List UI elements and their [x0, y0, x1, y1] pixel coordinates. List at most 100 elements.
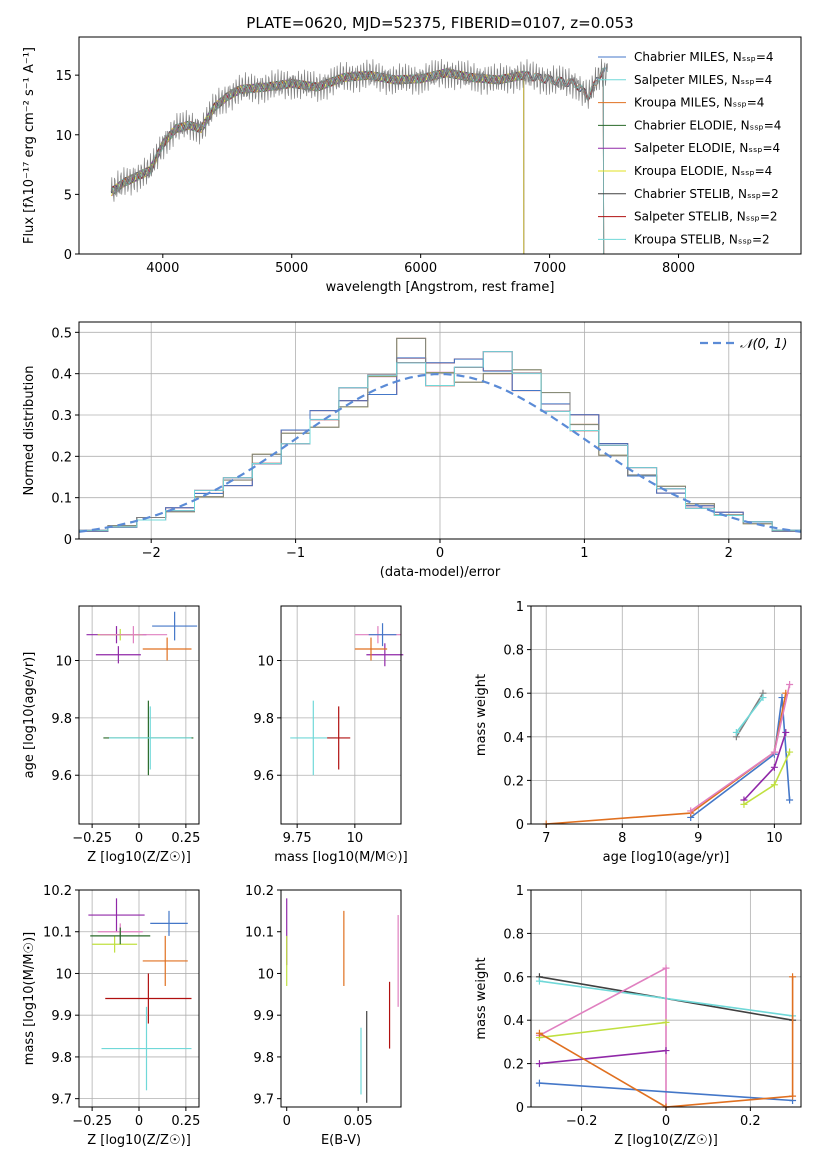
legend-label: Chabrier STELIB, Nₛₛₚ=2 [634, 187, 779, 201]
x-axis-label: wavelength [Angstrom, rest frame] [326, 280, 555, 295]
series-marker [770, 763, 778, 771]
y-tick-label: 15 [55, 69, 72, 84]
x-tick-label: 1 [580, 546, 588, 561]
legend-label: Kroupa MILES, Nₛₛₚ=4 [634, 96, 764, 110]
series-marker [535, 1060, 543, 1068]
data-line [110, 58, 608, 202]
error-bar [327, 706, 351, 770]
series-marker [687, 807, 695, 815]
panel-spectrum: Chabrier MILES, Nₛₛₚ=4 Salpeter MILES, Nₛ… [22, 36, 802, 295]
x-tick-label: −1 [286, 546, 305, 561]
y-axis-label: Normed distribution [22, 366, 37, 496]
x-tick-label: 0 [662, 1114, 670, 1129]
x-tick-label: 5000 [275, 261, 308, 276]
error-bar [95, 646, 141, 664]
y-tick-label: 5 [64, 188, 72, 203]
x-tick-label: 7 [542, 831, 550, 846]
series-marker [535, 1079, 543, 1087]
x-axis-label: age [log10(age/yr)] [603, 850, 730, 865]
x-axis-label: Z [log10(Z/Z☉)] [614, 1133, 718, 1148]
y-tick-label: 10.2 [245, 884, 274, 899]
model-line [111, 67, 605, 255]
legend-label: 𝒩(0, 1) [740, 337, 787, 352]
y-axis-label: mass weight [474, 957, 489, 1039]
x-axis-label: (data-model)/error [380, 565, 501, 580]
model-line [110, 68, 605, 255]
y-tick-label: 0 [516, 1101, 524, 1116]
y-tick-label: 9.6 [253, 769, 274, 784]
model-line [110, 67, 605, 255]
error-bar [152, 611, 198, 641]
legend-label: Kroupa STELIB, Nₛₛₚ=2 [634, 232, 770, 246]
panel-weight_vs_age: 7 8 9 10 0 0.2 0.4 0.6 0.8 1 age [log10(age/yr)] ma… [474, 600, 802, 865]
y-tick-label: 0.2 [51, 450, 72, 465]
error-bar [142, 637, 192, 661]
y-axis-label: mass weight [474, 674, 489, 756]
x-axis-label: Z [log10(Z/Z☉)] [87, 850, 191, 865]
legend-label: Salpeter STELIB, Nₛₛₚ=2 [634, 210, 778, 224]
y-tick-label: 0.4 [503, 1014, 524, 1029]
y-tick-label: 9.8 [253, 1051, 274, 1066]
y-tick-label: 10 [55, 655, 72, 670]
x-tick-label: −0.2 [566, 1114, 598, 1129]
x-tick-label: 0.05 [344, 1114, 373, 1129]
histogram-step [79, 351, 801, 531]
series-line [538, 976, 794, 1108]
x-tick-label: −0.25 [72, 1114, 112, 1129]
x-tick-label: 0 [283, 1114, 291, 1129]
series-marker [662, 1047, 670, 1055]
error-bar [366, 643, 404, 667]
y-tick-label: 1 [516, 884, 524, 899]
y-tick-label: 9.6 [51, 769, 72, 784]
y-tick-label: 9.9 [253, 1009, 274, 1024]
y-tick-label: 9.8 [253, 712, 274, 727]
series-marker [786, 748, 794, 756]
error-bar [101, 1006, 192, 1091]
panel-mass_vs_EBV: 0 0.05 9.7 9.8 9.9 10 10.1 10.2 E(B-V) [245, 884, 402, 1148]
x-tick-label: −2 [142, 546, 161, 561]
series-line [539, 966, 667, 1107]
series-line [539, 1082, 793, 1102]
x-tick-label: 10 [766, 831, 783, 846]
series-marker [535, 977, 543, 985]
x-axis-label: E(B-V) [321, 1133, 361, 1148]
series-marker [789, 973, 797, 981]
legend-label: Chabrier MILES, Nₛₛₚ=4 [634, 50, 774, 64]
series-marker [662, 1018, 670, 1026]
x-tick-label: 0.25 [171, 831, 200, 846]
x-tick-label: 0 [135, 1114, 143, 1129]
y-tick-label: 0.6 [503, 687, 524, 702]
error-bar [105, 973, 192, 1024]
y-axis-label: Flux [fλ10⁻¹⁷ erg cm⁻² s⁻¹ A⁻¹] [22, 47, 37, 244]
y-axis-label: mass [log10(M/M☉)] [22, 932, 37, 1065]
series-marker [662, 964, 670, 972]
series-line [690, 697, 791, 819]
y-tick-label: 10 [55, 129, 72, 144]
y-tick-label: 1 [516, 600, 524, 615]
series-marker [759, 694, 767, 702]
y-tick-label: 0.4 [503, 731, 524, 746]
panel-age_vs_mass: 9.75 10 9.6 9.8 10 mass [log10(M/M☉)] [253, 605, 408, 865]
series-marker [789, 1092, 797, 1100]
series-marker [786, 796, 794, 804]
x-tick-label: 0.2 [740, 1114, 761, 1129]
model-line [110, 69, 525, 255]
error-bar [90, 927, 151, 945]
series-line [539, 1021, 667, 1039]
x-axis-label: mass [log10(M/M☉)] [274, 850, 407, 865]
x-tick-label: 9 [694, 831, 702, 846]
axes-frame [78, 36, 802, 255]
axes-frame [280, 605, 402, 825]
x-tick-label: 8 [618, 831, 626, 846]
x-tick-label: −0.25 [72, 831, 112, 846]
x-tick-label: 6000 [404, 261, 437, 276]
x-tick-label: 0.25 [171, 1114, 200, 1129]
x-tick-label: 8000 [662, 261, 695, 276]
x-tick-label: 2 [725, 546, 733, 561]
legend-label: Salpeter ELODIE, Nₛₛₚ=4 [634, 141, 780, 155]
y-tick-label: 0.2 [503, 1058, 524, 1073]
legend-label: Kroupa ELODIE, Nₛₛₚ=4 [634, 164, 772, 178]
y-axis-label: age [log10(age/yr)] [22, 652, 37, 779]
series-line [735, 697, 764, 733]
legend-label: Chabrier ELODIE, Nₛₛₚ=4 [634, 118, 781, 132]
